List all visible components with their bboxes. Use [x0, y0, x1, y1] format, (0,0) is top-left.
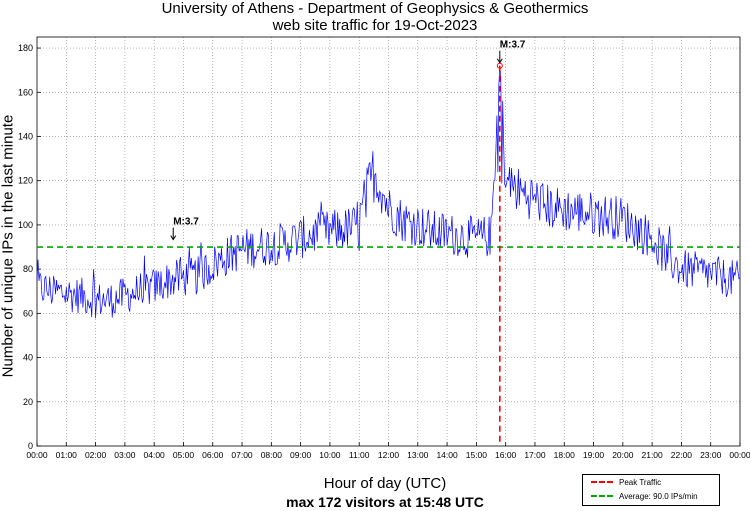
legend-swatch-peak: [591, 481, 613, 483]
y-tick-label: 40: [23, 353, 33, 363]
x-tick-label: 07:00: [231, 450, 253, 460]
y-axis-label: Number of unique IPs in the last minute: [0, 114, 17, 378]
legend-label-peak: Peak Traffic: [619, 477, 662, 487]
y-tick-label: 100: [18, 220, 33, 230]
x-axis-sublabel: max 172 visitors at 15:48 UTC: [286, 494, 484, 510]
legend-swatch-average: [591, 495, 613, 497]
x-tick-label: 01:00: [56, 450, 78, 460]
y-tick-label: 180: [18, 43, 33, 53]
x-tick-label: 22:00: [671, 450, 693, 460]
x-tick-label: 09:00: [290, 450, 312, 460]
y-tick-label: 0: [28, 441, 33, 451]
y-tick-label: 80: [23, 264, 33, 274]
x-tick-label: 08:00: [261, 450, 283, 460]
legend-label-average: Average: 90.0 IPs/min: [619, 491, 698, 501]
annotation-arrowhead: [496, 58, 503, 64]
plot-frame: [36, 36, 741, 447]
x-tick-label: 17:00: [524, 450, 546, 460]
x-tick-label: 16:00: [495, 450, 517, 460]
annotation-label: M:3.7: [173, 217, 199, 228]
grid: [37, 37, 740, 446]
x-tick-label: 14:00: [436, 450, 458, 460]
legend: Peak Traffic Average: 90.0 IPs/min: [582, 474, 720, 506]
x-tick-label: 04:00: [144, 450, 166, 460]
x-tick-label: 00:00: [729, 450, 750, 460]
annotations: M:3.7 M:3.7: [170, 40, 526, 241]
x-tick-label: 19:00: [583, 450, 605, 460]
legend-item-peak: Peak Traffic: [583, 475, 719, 489]
x-tick-label: 03:00: [114, 450, 136, 460]
series-line-unique-ips: [36, 65, 741, 319]
series-layer: [36, 65, 741, 319]
annotation-arrowhead: [170, 235, 177, 241]
x-tick-label: 18:00: [554, 450, 576, 460]
x-axis-label: Hour of day (UTC): [323, 475, 447, 492]
legend-item-average: Average: 90.0 IPs/min: [583, 489, 719, 503]
x-tick-label: 21:00: [641, 450, 663, 460]
y-tick-label: 120: [18, 176, 33, 186]
x-tick-label: 13:00: [407, 450, 429, 460]
x-tick-label: 06:00: [202, 450, 224, 460]
y-tick-label: 160: [18, 87, 33, 97]
y-tick-label: 140: [18, 131, 33, 141]
x-tick-label: 15:00: [466, 450, 488, 460]
x-tick-label: 23:00: [700, 450, 722, 460]
reference-lines: [37, 65, 740, 446]
x-tick-label: 05:00: [173, 450, 195, 460]
x-tick-label: 00:00: [26, 450, 48, 460]
chart-title-line1: University of Athens - Department of Geo…: [161, 0, 589, 17]
x-tick-label: 11:00: [349, 450, 370, 460]
y-tick-label: 60: [23, 308, 33, 318]
x-tick-label: 10:00: [319, 450, 341, 460]
y-tick-label: 20: [23, 397, 33, 407]
x-tick-label: 12:00: [378, 450, 400, 460]
chart-title-line2: web site traffic for 19-Oct-2023: [272, 17, 478, 34]
x-tick-label: 20:00: [612, 450, 634, 460]
x-tick-label: 02:00: [85, 450, 107, 460]
annotation-label: M:3.7: [500, 40, 526, 51]
axes: 0 20 40 60 80 100 120 140 160 180 00:00 01:00 02:00 0…: [18, 36, 750, 460]
